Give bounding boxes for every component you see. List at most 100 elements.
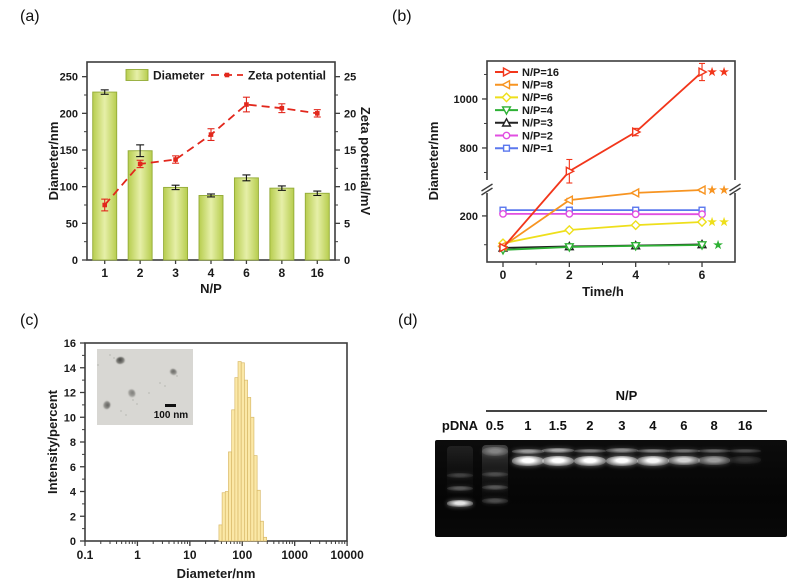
axis-break-mark: [481, 187, 493, 196]
y-tick-label: 4: [70, 487, 77, 499]
triangle-left-marker: [500, 79, 511, 90]
histogram-bar: [250, 416, 255, 542]
legend-label: N/P=1: [522, 143, 553, 155]
gel-band: [605, 447, 638, 453]
x-tick-label: 100: [232, 548, 252, 562]
y-axis-title: Diameter/nm: [46, 122, 61, 201]
significance-star: ★: [713, 240, 723, 252]
y2-tick-label: 20: [344, 108, 356, 120]
legend-label-diameter: Diameter: [153, 69, 205, 83]
tem-noise-speck: [170, 371, 173, 374]
x-tick-label: 4: [632, 268, 639, 282]
legend-label: N/P=16: [522, 67, 559, 79]
gel-lane-label: 1: [524, 418, 532, 433]
x-tick-label: 10000: [330, 548, 364, 562]
axis-break-mark: [729, 187, 741, 196]
tem-noise-speck: [136, 402, 139, 405]
gel-band: [636, 448, 669, 453]
circle-marker: [499, 210, 507, 218]
tem-noise-speck: [131, 399, 134, 402]
series-line: [502, 221, 703, 245]
histogram-bar: [231, 409, 236, 542]
tem-noise-speck: [175, 374, 178, 377]
legend-label: N/P=2: [522, 130, 553, 142]
y2-tick-label: 0: [344, 255, 350, 267]
x-tick-label: 1: [101, 266, 108, 280]
diamond-marker: [630, 219, 641, 231]
gel-band: [729, 448, 762, 453]
y-tick-label: 1000: [454, 94, 478, 106]
gel-lane-label: 4: [649, 418, 657, 433]
gel-band: [636, 456, 669, 467]
tem-particle: [101, 400, 112, 411]
legend-label: N/P=8: [522, 80, 553, 92]
legend-label: N/P=6: [522, 92, 553, 104]
diameter-bar: [198, 195, 224, 261]
histogram-bar: [218, 524, 223, 542]
diameter-bar: [269, 187, 295, 261]
legend-swatch-diameter: [125, 69, 149, 81]
gel-band: [698, 456, 731, 466]
triangle-down-marker: [501, 106, 512, 116]
gel-band: [573, 455, 606, 467]
triangle-right-marker: [565, 166, 576, 177]
legend-label: N/P=4: [522, 105, 554, 117]
zeta-marker: [208, 132, 214, 137]
tem-noise-speck: [124, 413, 127, 416]
x-tick-label: 6: [243, 266, 250, 280]
tem-noise-speck: [147, 392, 150, 395]
gel-band: [446, 500, 473, 507]
axis-break-mark: [729, 183, 741, 192]
y-tick-label: 12: [64, 388, 76, 400]
gel-lane-label: 3: [618, 418, 626, 433]
y-tick-label: 16: [64, 338, 76, 350]
x-tick-label: 1: [134, 548, 141, 562]
diameter-zeta-bar-chart: 0 50 100 150 200 250 0 5 10 15 20 25 1 2 3 4 6 8 16 N/P Diam…: [46, 61, 373, 296]
series-line: [502, 71, 703, 249]
histogram-bar: [256, 489, 261, 542]
histogram-bar: [263, 536, 268, 542]
gel-band: [446, 472, 473, 478]
gel-lane-label: 2: [586, 418, 594, 433]
gel-band: [481, 472, 508, 477]
gel-lane-label: 16: [737, 418, 753, 433]
x-axis-title: Time/h: [582, 284, 624, 299]
triangle-down-marker: [696, 241, 708, 251]
circle-marker: [502, 131, 511, 140]
significance-star: ★: [707, 216, 717, 228]
gel-smear: [446, 445, 473, 503]
y-tick-label: 0: [72, 255, 78, 267]
gel-band: [729, 456, 762, 465]
gel-band: [511, 448, 544, 454]
circle-marker: [631, 210, 640, 219]
gel-band: [667, 448, 700, 453]
x-tick-label: 0: [500, 268, 507, 282]
zeta-marker: [137, 161, 143, 167]
gel-band: [481, 498, 508, 504]
y-tick-label: 100: [60, 182, 78, 194]
triangle-right-marker: [698, 66, 708, 78]
panel-label-a: (a): [20, 8, 40, 25]
gel-band: [481, 446, 508, 457]
gel-lane-label: 8: [710, 418, 718, 433]
significance-star: ★: [719, 185, 729, 197]
panel-label-d: (d): [398, 312, 418, 329]
histogram-bar: [228, 451, 233, 542]
x-axis-title: N/P: [200, 281, 222, 296]
diamond-marker: [501, 92, 512, 103]
histogram-bar: [234, 377, 239, 542]
y-tick-label: 200: [60, 108, 78, 120]
y2-tick-label: 5: [344, 218, 350, 230]
triangle-down-marker: [564, 243, 575, 253]
y-tick-label: 6: [70, 462, 76, 474]
y-tick-label: 800: [460, 143, 478, 155]
zeta-marker: [314, 111, 320, 116]
histogram-bar: [221, 492, 226, 542]
x-tick-label: 4: [208, 266, 215, 280]
y-tick-label: 250: [60, 72, 78, 84]
y-tick-label: 50: [66, 218, 78, 230]
x-tick-label: 2: [137, 266, 144, 280]
gel-electrophoresis-panel: N/P pDNA 0.5 1 1.5 2 3 4 6 8 16: [400, 300, 800, 586]
triangle-left-marker: [629, 187, 640, 198]
